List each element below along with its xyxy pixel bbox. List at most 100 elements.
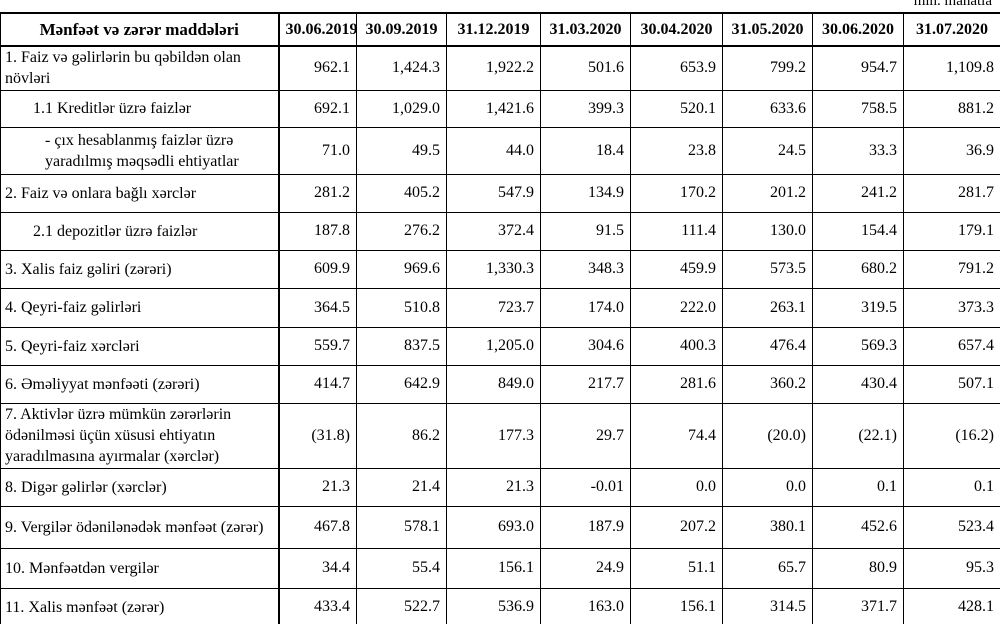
row-label: 6. Əməliyyat mənfəəti (zərəri) <box>0 364 280 404</box>
cell-value: 179.1 <box>903 211 1000 251</box>
table-row: 6. Əməliyyat mənfəəti (zərəri) 414.7 642.9… <box>0 364 1000 404</box>
cell-value: 281.7 <box>903 173 1000 213</box>
cell-value: 881.2 <box>903 89 1000 128</box>
cell-value: 71.0 <box>278 126 357 175</box>
header-date: 31.05.2020 <box>722 12 813 47</box>
cell-value: 170.2 <box>630 173 723 213</box>
cell-value: 547.9 <box>446 173 541 213</box>
cell-value: 304.6 <box>540 326 631 366</box>
header-date: 31.07.2020 <box>903 12 1000 47</box>
cell-value: 217.7 <box>540 364 631 404</box>
cell-value: 405.2 <box>356 173 447 213</box>
cell-value: 569.3 <box>812 326 904 366</box>
header-date: 30.09.2019 <box>356 12 447 47</box>
cell-value: 1,424.3 <box>356 45 447 91</box>
cell-value: 18.4 <box>540 126 631 175</box>
cell-value: 177.3 <box>446 402 541 469</box>
table-row: 1.1 Kreditlər üzrə faizlər 692.1 1,029.0 1,… <box>0 89 1000 128</box>
table-row: 9. Vergilər ödənilənədək mənfəət (zərər)… <box>0 505 1000 549</box>
cell-value: 428.1 <box>903 587 1000 624</box>
cell-value: 433.4 <box>278 587 357 624</box>
cell-value: 154.4 <box>812 211 904 251</box>
row-label: 1.1 Kreditlər üzrə faizlər <box>0 89 280 128</box>
header-date: 30.06.2020 <box>812 12 904 47</box>
cell-value: 1,109.8 <box>903 45 1000 91</box>
row-label: 3. Xalis faiz gəliri (zərəri) <box>0 249 280 289</box>
table-row: 7. Aktivlər üzrə mümkün zərərlərin ödəni… <box>0 402 1000 469</box>
row-label: 11. Xalis mənfəət (zərər) <box>0 587 280 624</box>
cell-value: (22.1) <box>812 402 904 469</box>
cell-value: 111.4 <box>630 211 723 251</box>
row-label: 9. Vergilər ödənilənədək mənfəət (zərər) <box>0 505 280 549</box>
cell-value: 187.9 <box>540 505 631 549</box>
cell-value: 373.3 <box>903 287 1000 328</box>
cell-value: 837.5 <box>356 326 447 366</box>
cell-value: 791.2 <box>903 249 1000 289</box>
cell-value: 536.9 <box>446 587 541 624</box>
cell-value: 51.1 <box>630 547 723 589</box>
table-row: 11. Xalis mənfəət (zərər) 433.4 522.7 536.9… <box>0 587 1000 624</box>
cell-value: 723.7 <box>446 287 541 328</box>
cell-value: 34.4 <box>278 547 357 589</box>
cell-value: 314.5 <box>722 587 813 624</box>
cell-value: 241.2 <box>812 173 904 213</box>
header-date: 31.12.2019 <box>446 12 541 47</box>
row-label: - çıx hesablanmış faizlər üzrə yaradılmı… <box>0 126 280 175</box>
header-row: Mənfəət və zərər maddələri 30.06.2019 30.0… <box>0 12 1000 47</box>
cell-value: 348.3 <box>540 249 631 289</box>
cell-value: 156.1 <box>630 587 723 624</box>
cell-value: 55.4 <box>356 547 447 589</box>
cell-value: 80.9 <box>812 547 904 589</box>
cell-value: 510.8 <box>356 287 447 328</box>
cell-value: 29.7 <box>540 402 631 469</box>
unit-note: mln. manatla <box>913 0 992 9</box>
cell-value: 430.4 <box>812 364 904 404</box>
cell-value: 33.3 <box>812 126 904 175</box>
header-date: 30.04.2020 <box>630 12 723 47</box>
cell-value: 642.9 <box>356 364 447 404</box>
cell-value: 609.9 <box>278 249 357 289</box>
cell-value: 452.6 <box>812 505 904 549</box>
row-label: 10. Mənfəətdən vergilər <box>0 547 280 589</box>
table-row: 10. Mənfəətdən vergilər 34.4 55.4 156.1 24.9… <box>0 547 1000 589</box>
header-label: Mənfəət və zərər maddələri <box>0 12 280 47</box>
cell-value: 86.2 <box>356 402 447 469</box>
cell-value: 653.9 <box>630 45 723 91</box>
cell-value: (31.8) <box>278 402 357 469</box>
cell-value: 693.0 <box>446 505 541 549</box>
cell-value: 276.2 <box>356 211 447 251</box>
row-label: 8. Digər gəlirlər (xərclər) <box>0 467 280 507</box>
cell-value: 467.8 <box>278 505 357 549</box>
cell-value: 400.3 <box>630 326 723 366</box>
cell-value: 1,029.0 <box>356 89 447 128</box>
cell-value: 187.8 <box>278 211 357 251</box>
table-row: 5. Qeyri-faiz xərcləri 559.7 837.5 1,205.0 3… <box>0 326 1000 366</box>
cell-value: 578.1 <box>356 505 447 549</box>
cell-value: 1,205.0 <box>446 326 541 366</box>
row-label: 4. Qeyri-faiz gəlirləri <box>0 287 280 328</box>
cell-value: 263.1 <box>722 287 813 328</box>
cell-value: 91.5 <box>540 211 631 251</box>
table-row: 2.1 depozitlər üzrə faizlər 187.8 276.2 372… <box>0 211 1000 251</box>
cell-value: 174.0 <box>540 287 631 328</box>
cell-value: 380.1 <box>722 505 813 549</box>
cell-value: 1,922.2 <box>446 45 541 91</box>
cell-value: 222.0 <box>630 287 723 328</box>
cell-value: 156.1 <box>446 547 541 589</box>
cell-value: 0.0 <box>722 467 813 507</box>
cell-value: 0.1 <box>903 467 1000 507</box>
cell-value: 414.7 <box>278 364 357 404</box>
cell-value: 1,330.3 <box>446 249 541 289</box>
cell-value: 21.4 <box>356 467 447 507</box>
cell-value: 74.4 <box>630 402 723 469</box>
header-date: 30.06.2019 <box>278 12 357 47</box>
cell-value: 476.4 <box>722 326 813 366</box>
cell-value: 522.7 <box>356 587 447 624</box>
cell-value: 281.2 <box>278 173 357 213</box>
cell-value: 954.7 <box>812 45 904 91</box>
cell-value: 23.8 <box>630 126 723 175</box>
row-label: 5. Qeyri-faiz xərcləri <box>0 326 280 366</box>
cell-value: 201.2 <box>722 173 813 213</box>
cell-value: 207.2 <box>630 505 723 549</box>
